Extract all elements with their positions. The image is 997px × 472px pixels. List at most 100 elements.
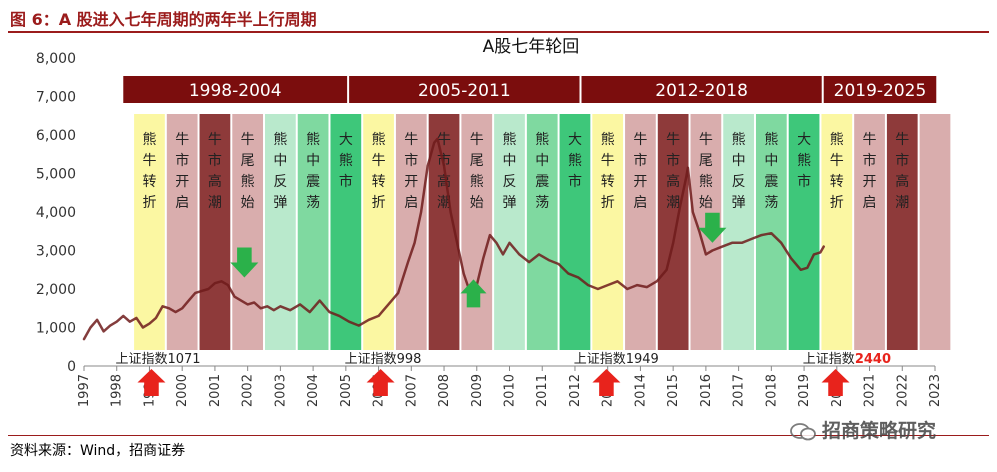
- x-tick-label: 2022: [895, 374, 910, 407]
- x-tick-label: 2009: [470, 374, 485, 407]
- shanghai-index-line: [82, 137, 825, 341]
- phase-label: 熊牛转折: [372, 132, 386, 211]
- phase-rect: [166, 114, 198, 350]
- phase-label: 熊中反弹: [273, 132, 287, 211]
- y-tick-label: 5,000: [36, 167, 76, 183]
- phase-band: 牛市开启: [166, 114, 198, 350]
- cycle-header: 2012-2018: [581, 76, 822, 103]
- phase-label: 大熊市: [797, 132, 811, 190]
- phase-band: 牛尾熊始: [461, 114, 493, 350]
- phase-rect: [395, 114, 427, 350]
- x-tick-label: 2001: [208, 374, 223, 407]
- x-tick-label: 2021: [863, 374, 878, 407]
- cycle-header: 1998-2004: [123, 76, 348, 103]
- x-tick-label: 2015: [666, 374, 681, 407]
- phase-label: 熊中震荡: [306, 132, 320, 211]
- phase-label: 熊中震荡: [764, 132, 778, 211]
- x-tick-label: 2012: [568, 374, 583, 407]
- phase-label: 牛尾熊始: [470, 132, 484, 211]
- cycle-label: 2019-2025: [834, 81, 927, 101]
- y-tick-label: 7,000: [36, 90, 76, 106]
- figure-title: 图 6：A 股进入七年周期的两年半上行周期: [10, 10, 317, 29]
- cycle-bar: [349, 76, 580, 103]
- phase-label: 牛市高潮: [208, 132, 222, 211]
- phase-rect: [723, 114, 754, 350]
- cycle-label: 1998-2004: [189, 81, 282, 101]
- phase-rect: [919, 114, 951, 350]
- phase-label: 熊中反弹: [503, 132, 517, 211]
- x-tick-label: 2007: [404, 374, 419, 407]
- phase-band: 熊牛转折: [821, 114, 853, 350]
- phase-label: 牛市开启: [175, 132, 189, 211]
- phase-band: 牛市高潮: [199, 114, 231, 350]
- index-annotations: 上证指数1071 上证指数998 上证指数1949 上证指数2440: [115, 352, 891, 367]
- phase-label: 牛尾熊始: [241, 132, 255, 211]
- index-annotation: 上证指数1071: [115, 352, 200, 367]
- wechat-icon: [790, 422, 816, 440]
- cycle-headers: 1998-2004 2005-2011 2012-2018 2019-2025: [123, 76, 937, 103]
- phase-label: 牛市开启: [404, 132, 418, 211]
- y-tick-label: 2,000: [36, 282, 76, 298]
- phase-band: 熊中反弹: [494, 114, 525, 350]
- phase-rect: [363, 114, 394, 350]
- phase-rect: [821, 114, 853, 350]
- watermark-text: 招商策略研究: [822, 420, 937, 442]
- phase-label: 熊中反弹: [732, 132, 746, 211]
- phase-label: 牛市高潮: [895, 132, 909, 211]
- x-tick-label: 1998: [110, 374, 125, 407]
- phase-rect: [232, 114, 264, 350]
- y-tick-label: 0: [67, 359, 76, 375]
- x-tick-label: 2002: [241, 374, 256, 407]
- phase-label: 大熊市: [339, 132, 353, 190]
- x-tick-label: 2014: [633, 374, 648, 407]
- phase-band: 熊牛转折: [134, 114, 165, 350]
- phase-rect: [494, 114, 525, 350]
- phase-band: 牛市高潮: [657, 114, 689, 350]
- phase-band: 牛市开启: [625, 114, 656, 350]
- buy-signal-arrow: [592, 369, 621, 396]
- x-tick-label: 1997: [77, 374, 92, 407]
- x-tick-label: 2008: [437, 374, 452, 407]
- phase-rect: [592, 114, 624, 350]
- x-tick-label: 2000: [175, 374, 190, 407]
- buy-signal-arrow: [137, 369, 166, 396]
- phase-rect: [199, 114, 231, 350]
- down-signal-arrow: [698, 212, 727, 243]
- phase-band: 牛市开启: [854, 114, 885, 350]
- phase-rect: [461, 114, 493, 350]
- phase-label: 牛尾熊始: [699, 132, 713, 211]
- index-annotation: 上证指数1949: [574, 352, 659, 367]
- cycle-label: 2012-2018: [655, 81, 748, 101]
- x-tick-label: 2019: [797, 374, 812, 407]
- phase-rect: [788, 114, 820, 350]
- cycle-header: 2019-2025: [823, 76, 937, 103]
- phase-bands: 熊牛转折 牛市开启 牛市高潮 牛尾熊始 熊中反弹 熊中震荡 大熊市 熊牛转折 牛市开启 牛市高潮 牛…: [134, 114, 951, 350]
- phase-band: 熊中反弹: [265, 114, 296, 350]
- source-note: 资料来源：Wind，招商证券: [10, 443, 186, 459]
- x-tick-label: 2018: [764, 374, 779, 407]
- phase-label: 牛市开启: [863, 132, 877, 211]
- x-tick-label: 2016: [699, 374, 714, 407]
- x-tick-label: 2003: [273, 374, 288, 407]
- phase-band: [919, 114, 951, 350]
- phase-label: 熊牛转折: [601, 132, 615, 211]
- chart-title: A股七年轮回: [483, 37, 580, 57]
- cycle-bar: [123, 76, 348, 103]
- phase-rect: [134, 114, 165, 350]
- phase-band: 熊牛转折: [592, 114, 624, 350]
- phase-band: 牛市开启: [395, 114, 427, 350]
- y-tick-label: 6,000: [36, 128, 76, 144]
- buy-signal-arrow: [366, 369, 395, 396]
- buy-signal-arrow: [821, 369, 850, 396]
- index-line: [82, 137, 825, 341]
- cycle-bar: [581, 76, 822, 103]
- x-tick-label: 2023: [928, 374, 943, 407]
- x-tick-label: 2005: [339, 374, 354, 407]
- phase-band: 大熊市: [330, 114, 362, 350]
- phase-label: 牛市开启: [633, 132, 647, 211]
- phase-rect: [559, 114, 591, 350]
- phase-rect: [330, 114, 362, 350]
- phase-rect: [657, 114, 689, 350]
- rebound-signal-arrow: [460, 279, 487, 308]
